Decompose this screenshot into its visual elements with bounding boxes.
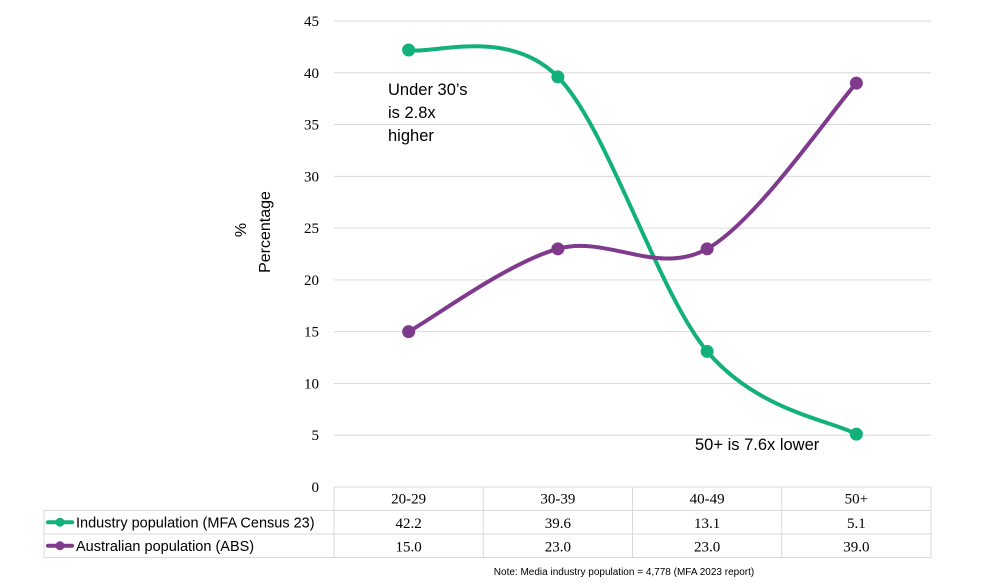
table-value: 13.1 (694, 516, 720, 532)
y-tick-label: 5 (312, 428, 320, 444)
table-value: 39.6 (545, 516, 572, 532)
annotation: Under 30’s is 2.8x higher (388, 81, 468, 145)
table-value: 5.1 (847, 516, 866, 532)
data-point (849, 76, 863, 90)
legend-marker (55, 541, 65, 551)
y-tick-label: 20 (304, 273, 319, 289)
y-tick-label: 25 (304, 221, 319, 237)
y-axis-title: % Percentage (233, 191, 274, 273)
y-tick-label: 0 (312, 480, 320, 496)
legend-label: Australian population (ABS) (76, 539, 254, 555)
y-tick-label: 40 (304, 66, 319, 82)
legend-label: Industry population (MFA Census 23) (76, 515, 315, 531)
annotation-text: higher (388, 127, 434, 145)
x-tick-label: 40-49 (690, 492, 725, 508)
data-point (402, 43, 416, 57)
data-point (700, 242, 714, 256)
footnote: Note: Media industry population = 4,778 … (494, 567, 754, 578)
annotation: 50+ is 7.6x lower (695, 436, 820, 454)
series-1 (402, 43, 863, 441)
table-value: 42.2 (396, 516, 422, 532)
data-point (402, 325, 416, 339)
y-tick-label: 10 (304, 376, 319, 392)
annotation-text: Under 30’s (388, 81, 468, 99)
table-value: 15.0 (396, 539, 422, 555)
series-line (406, 44, 859, 437)
annotations: Under 30’s is 2.8x higher 50+ is 7.6x lower (388, 81, 820, 454)
y-tick-label: 35 (304, 118, 319, 134)
legend-item: Australian population (ABS) (46, 539, 254, 555)
series-2 (402, 76, 863, 339)
data-point (551, 242, 565, 256)
y-tick-label: 30 (304, 169, 319, 185)
y-axis-ticks: 0 5 10 15 20 25 30 35 40 45 (304, 14, 319, 496)
series-line (406, 81, 859, 334)
gridlines (334, 20, 931, 436)
legend-item: Industry population (MFA Census 23) (46, 515, 315, 531)
x-tick-label: 20-29 (391, 492, 426, 508)
data-point (700, 344, 714, 358)
legend-marker (55, 517, 65, 527)
data-point (849, 427, 863, 441)
y-axis-title-text: Percentage (257, 191, 274, 273)
y-axis-title-symbol: % (233, 223, 250, 237)
data-table: 20-29 30-39 40-49 50+ Industry population (M… (43, 486, 932, 558)
x-tick-label: 50+ (845, 492, 868, 508)
table-value: 39.0 (843, 539, 869, 555)
annotation-text: 50+ is 7.6x lower (695, 436, 820, 454)
table-value: 23.0 (694, 539, 720, 555)
table-value: 23.0 (545, 539, 571, 555)
series-lines (402, 43, 863, 441)
x-tick-label: 30-39 (540, 492, 575, 508)
y-tick-label: 15 (304, 325, 319, 341)
y-tick-label: 45 (304, 14, 319, 30)
data-point (551, 70, 565, 84)
annotation-text: is 2.8x (388, 104, 436, 122)
